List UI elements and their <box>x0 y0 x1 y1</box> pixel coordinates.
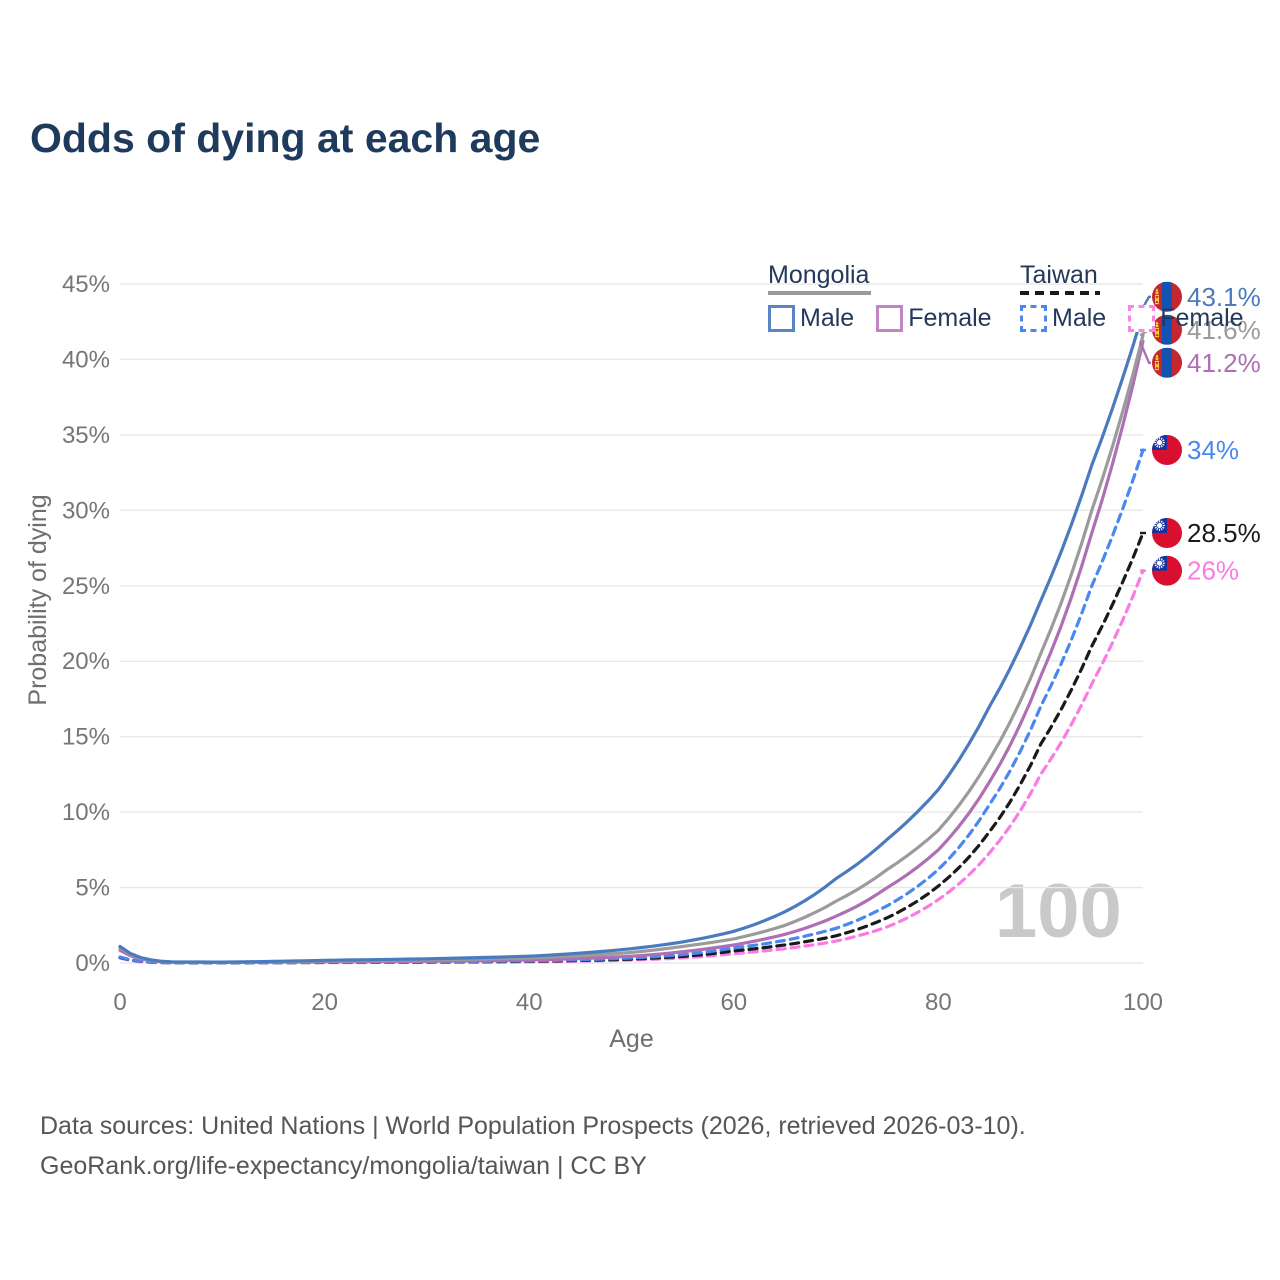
y-tick-label: 30% <box>62 497 110 524</box>
end-label-taiwan-female[interactable]: 26% <box>1187 556 1239 586</box>
x-tick-label: 80 <box>925 989 952 1016</box>
legend-group-mongolia: Mongolia Male Female <box>768 262 1014 333</box>
hover-age-watermark: 100 <box>995 869 1122 954</box>
legend-swatch-taiwan-male <box>1020 304 1047 332</box>
series-line-taiwan-female[interactable] <box>118 569 1145 965</box>
footer: Data sources: United Nations | World Pop… <box>40 1106 1026 1186</box>
x-axis-title: Age <box>609 1025 653 1053</box>
legend: Mongolia Male Female Taiwan Male <box>0 262 1280 342</box>
mongolia-flag-icon <box>1152 347 1182 378</box>
legend-swatch-mongolia-male <box>768 304 795 332</box>
legend-label-mongolia-male: Male <box>800 303 855 332</box>
end-label-mongolia[interactable]: 41.6% <box>1187 315 1261 345</box>
legend-swatch-taiwan-female <box>1128 304 1156 332</box>
legend-swatch-mongolia-female <box>876 304 904 332</box>
series-line-taiwan[interactable] <box>118 531 1145 965</box>
legend-line-swatch-taiwan <box>1020 290 1100 295</box>
end-label-connector-mongolia-female <box>1138 340 1151 364</box>
end-label-taiwan-male[interactable]: 34% <box>1187 435 1239 465</box>
y-tick-label: 25% <box>62 573 110 600</box>
y-tick-label: 45% <box>62 271 110 298</box>
legend-item-mongolia-male[interactable]: Male <box>768 304 854 333</box>
mongolia-flag-icon <box>1152 314 1182 345</box>
chart-title: Odds of dying at each age <box>30 115 541 162</box>
y-tick-label: 40% <box>62 346 110 373</box>
legend-label-taiwan-female: Female <box>1160 303 1244 332</box>
series-line-mongolia-male[interactable] <box>118 311 1145 964</box>
y-axis-title: Probability of dying <box>24 494 52 705</box>
legend-country-taiwan[interactable]: Taiwan <box>1020 260 1098 289</box>
taiwan-flag-icon <box>1152 434 1182 465</box>
end-label-mongolia-male[interactable]: 43.1% <box>1187 282 1261 312</box>
x-tick-label: 60 <box>720 989 747 1016</box>
legend-item-mongolia-female[interactable]: Female <box>876 303 992 333</box>
y-tick-label: 20% <box>62 648 110 675</box>
x-tick-label: 100 <box>1123 989 1163 1016</box>
end-label-mongolia-female[interactable]: 41.2% <box>1187 348 1261 378</box>
data-sources-line: Data sources: United Nations | World Pop… <box>40 1112 1026 1140</box>
x-tick-label: 40 <box>516 989 543 1016</box>
y-tick-label: 35% <box>62 422 110 449</box>
y-tick-label: 15% <box>62 724 110 751</box>
legend-line-swatch-mongolia <box>768 290 871 295</box>
mongolia-flag-icon <box>1152 281 1182 312</box>
taiwan-flag-icon <box>1152 555 1182 586</box>
legend-label-taiwan-male: Male <box>1052 303 1107 332</box>
legend-country-mongolia[interactable]: Mongolia <box>768 260 870 289</box>
series-line-mongolia[interactable] <box>118 333 1145 964</box>
x-tick-label: 20 <box>311 989 338 1016</box>
x-tick-label: 0 <box>113 989 126 1016</box>
legend-item-taiwan-male[interactable]: Male <box>1020 304 1106 333</box>
y-tick-label: 10% <box>62 799 110 826</box>
y-tick-label: 0% <box>75 950 110 977</box>
legend-item-taiwan-female[interactable]: Female <box>1128 303 1244 333</box>
y-tick-label: 5% <box>75 875 110 902</box>
end-label-taiwan[interactable]: 28.5% <box>1187 518 1261 548</box>
legend-label-mongolia-female: Female <box>908 303 992 332</box>
taiwan-flag-icon <box>1152 517 1182 548</box>
attribution-line: GeoRank.org/life-expectancy/mongolia/tai… <box>40 1152 647 1180</box>
legend-group-taiwan: Taiwan Male Female <box>1020 262 1266 333</box>
